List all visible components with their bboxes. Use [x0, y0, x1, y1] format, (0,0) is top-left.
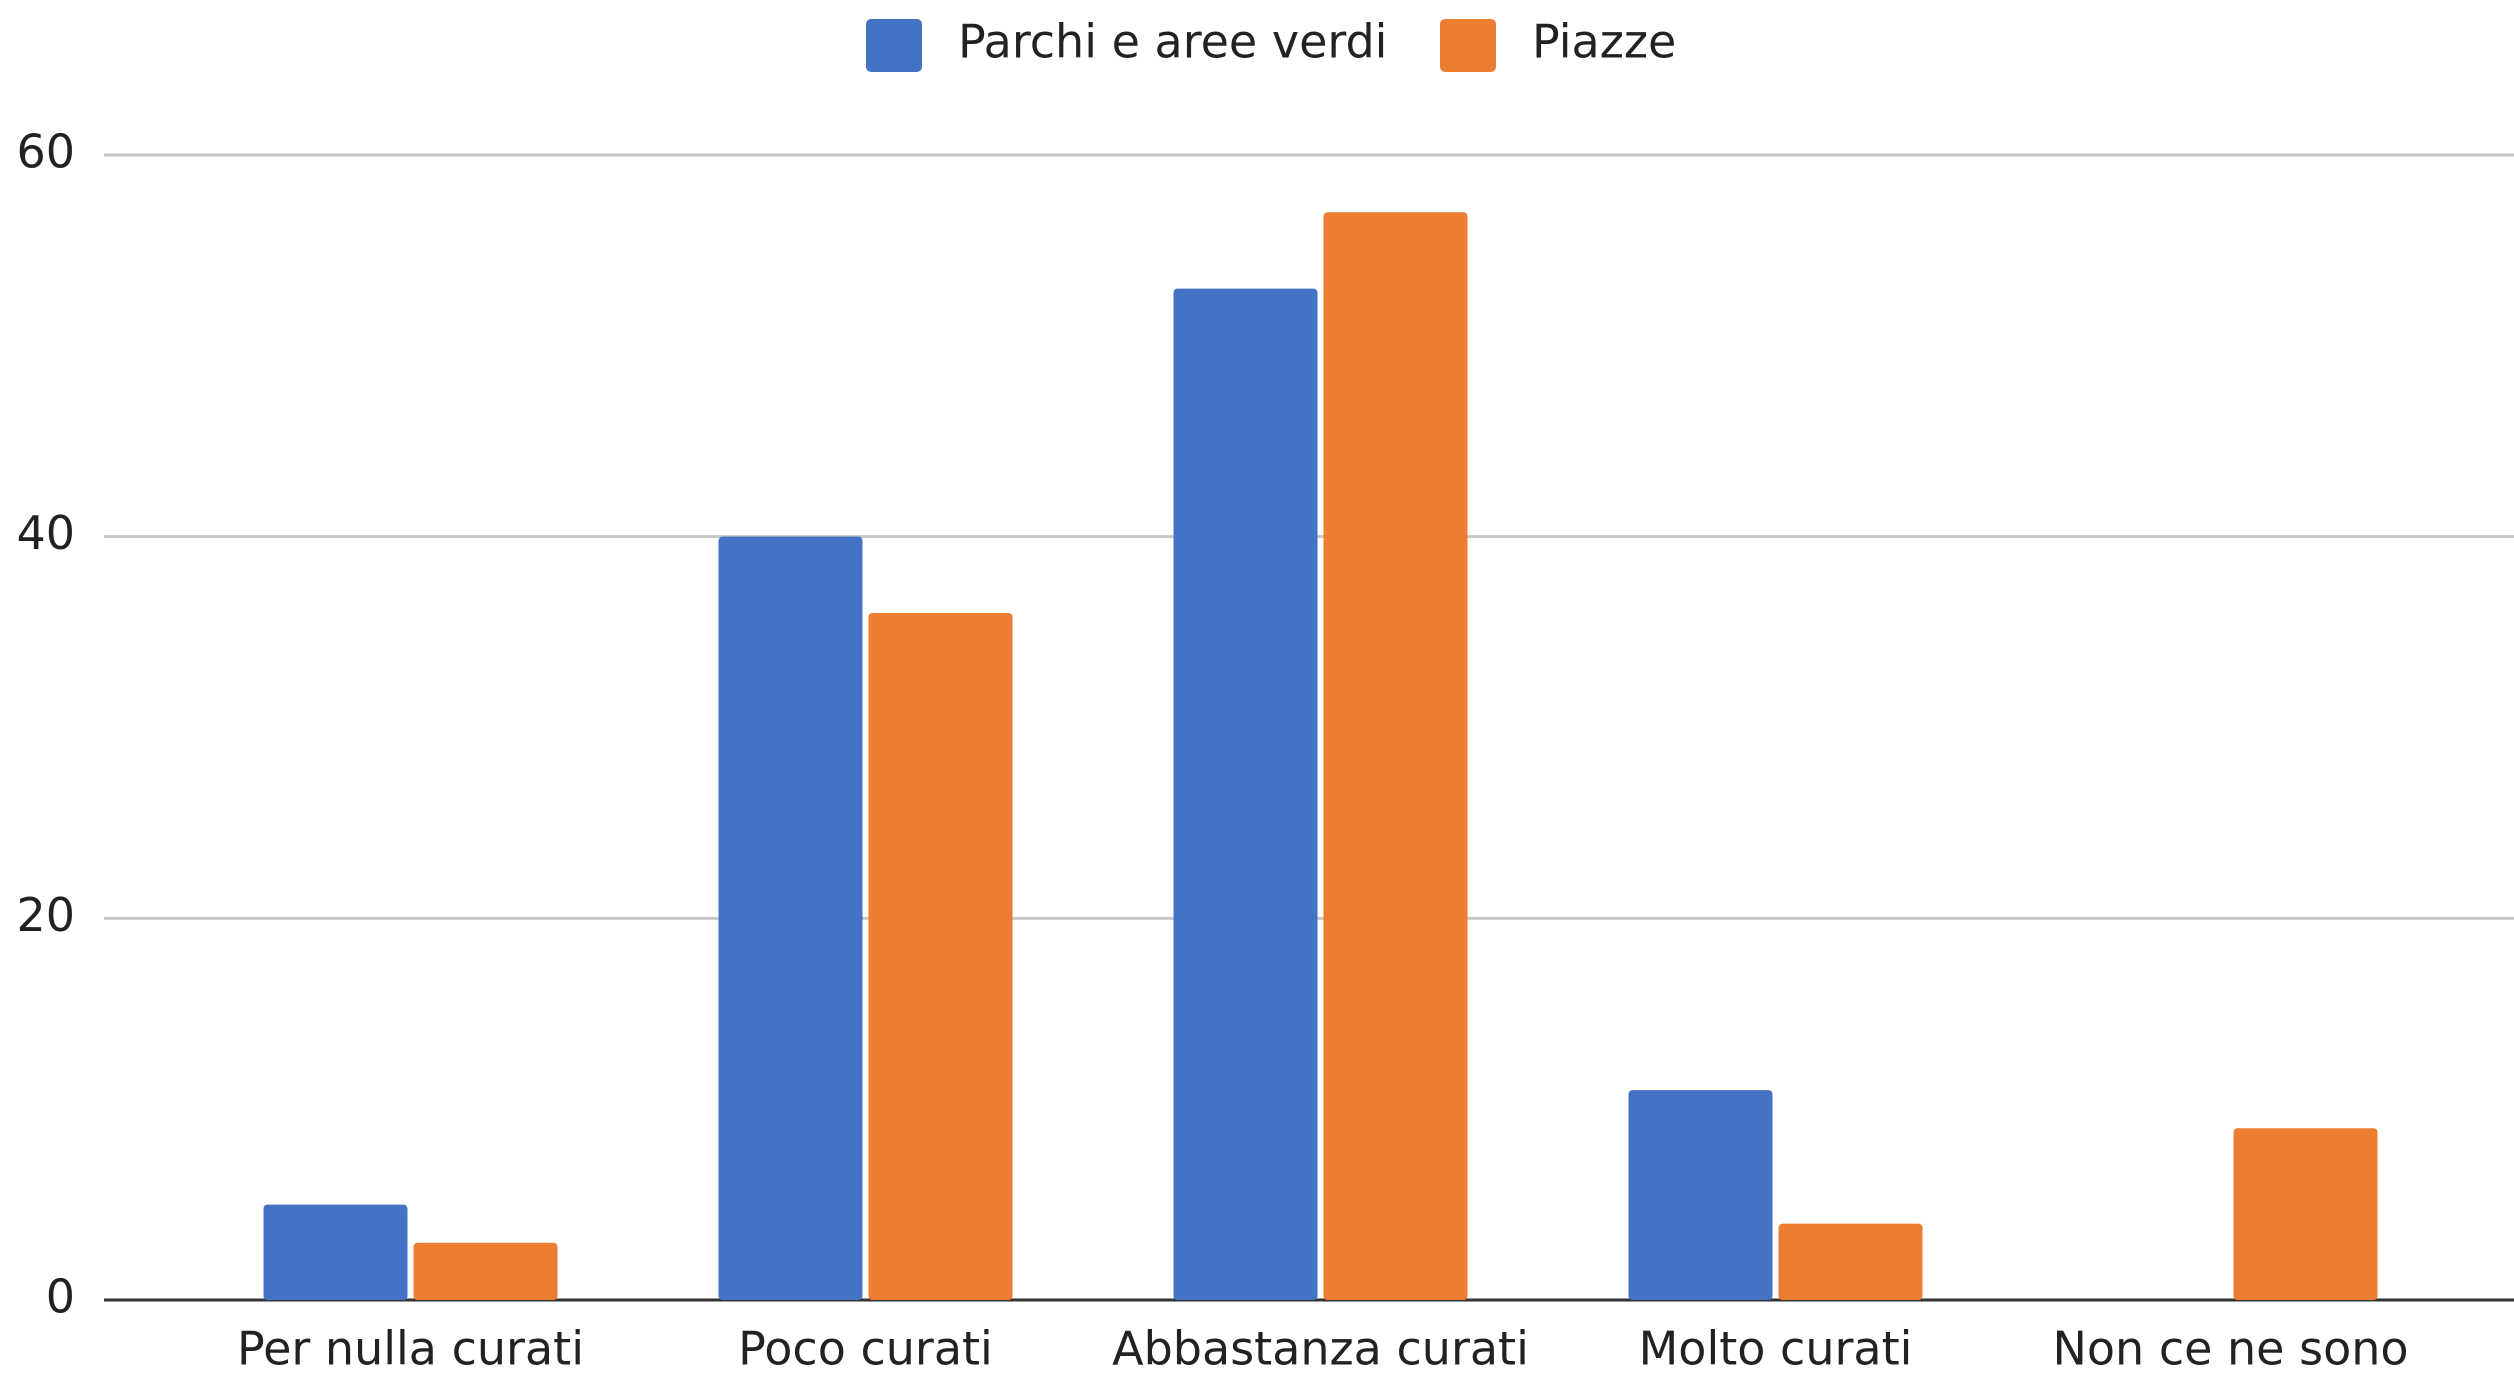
y-tick-label: 60 [16, 125, 75, 179]
legend-swatch [866, 19, 922, 72]
x-tick-label: Abbastanza curati [1112, 1322, 1529, 1375]
legend-label: Piazze [1532, 15, 1676, 69]
legend-swatch [1440, 19, 1496, 72]
x-tick-label: Molto curati [1639, 1322, 1913, 1375]
bar [1628, 1090, 1773, 1300]
bar [718, 536, 863, 1300]
bar [2233, 1128, 2378, 1300]
x-tick-label: Poco curati [738, 1322, 993, 1375]
legend-label: Parchi e aree verdi [958, 15, 1387, 69]
bar [1323, 212, 1468, 1300]
bar [413, 1242, 558, 1300]
bar [868, 613, 1013, 1300]
bar [263, 1204, 408, 1300]
y-tick-label: 0 [46, 1270, 75, 1324]
bar [1173, 288, 1318, 1300]
bar [1778, 1223, 1923, 1300]
y-tick-label: 40 [16, 506, 75, 560]
x-tick-label: Per nulla curati [237, 1322, 584, 1375]
y-tick-label: 20 [16, 888, 75, 942]
x-tick-label: Non ce ne sono [2052, 1322, 2408, 1375]
